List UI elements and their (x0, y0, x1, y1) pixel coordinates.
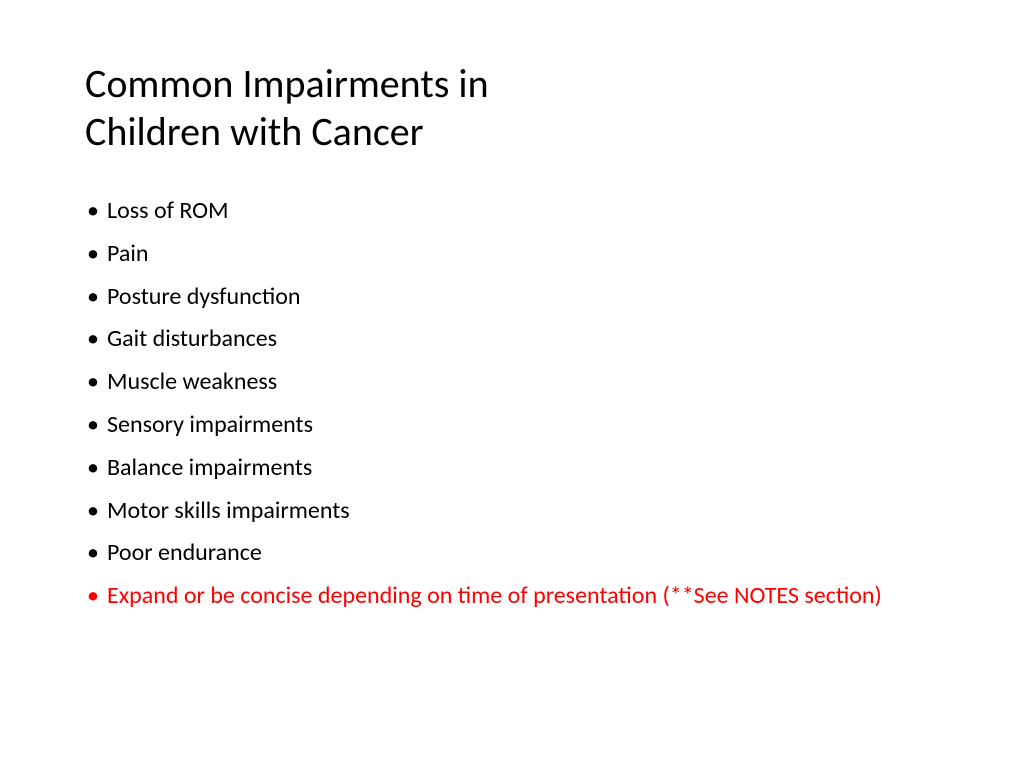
list-item: Sensory impairments (85, 408, 939, 443)
list-item: Motor skills impairments (85, 494, 939, 529)
title-line-1: Common Impairments in (85, 59, 489, 108)
list-item: Loss of ROM (85, 194, 939, 229)
list-item: Poor endurance (85, 536, 939, 571)
list-item: Balance impairments (85, 451, 939, 486)
title-line-2: Children with Cancer (85, 107, 424, 156)
list-item: Pain (85, 237, 939, 272)
slide-title: Common Impairments in Children with Canc… (85, 60, 939, 156)
list-item: Posture dysfunction (85, 280, 939, 315)
list-item-highlighted: Expand or be concise depending on time o… (85, 579, 939, 614)
list-item: Muscle weakness (85, 365, 939, 400)
list-item: Gait disturbances (85, 322, 939, 357)
bullet-list: Loss of ROM Pain Posture dysfunction Gai… (85, 194, 939, 614)
